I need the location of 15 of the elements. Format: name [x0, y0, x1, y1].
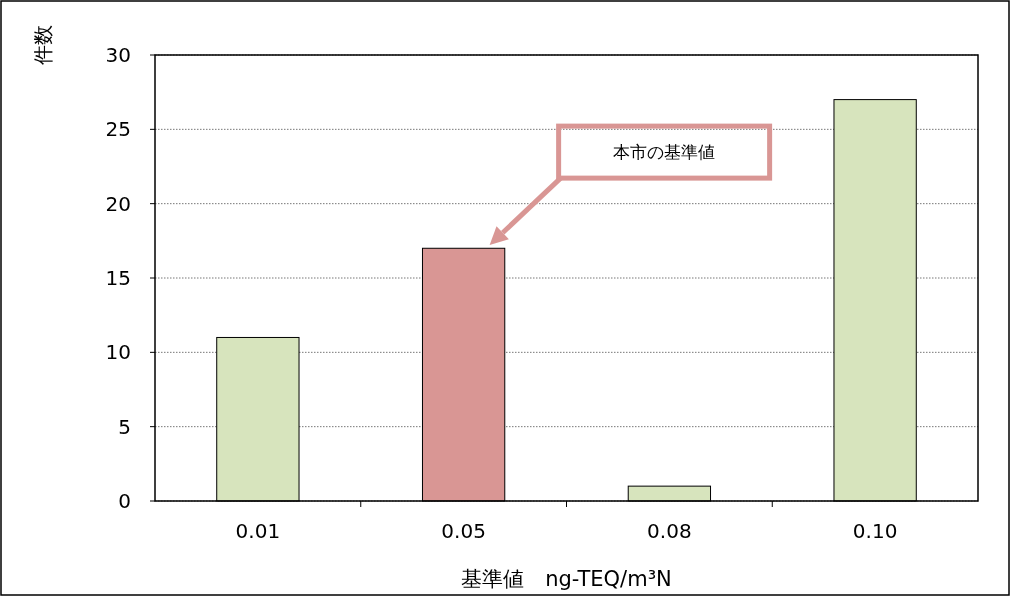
y-tick-label: 25 [105, 117, 131, 142]
x-tick-label: 0.10 [852, 519, 898, 543]
y-tick-label: 10 [105, 340, 131, 365]
x-tick-label: 0.05 [441, 519, 486, 543]
arrow-annotation: 本市の基準値 [489, 123, 773, 246]
y-tick-label: 20 [105, 191, 131, 216]
annotation: 本市の基準値 [612, 142, 715, 163]
x-tick-label: 0.01 [235, 519, 281, 543]
y-tick-label: 15 [105, 266, 131, 290]
x-tick-label: 0.08 [647, 519, 692, 543]
y-tick-label: 5 [118, 414, 131, 439]
y-axis-title: 件数 [31, 25, 55, 65]
y-tick-label: 0 [118, 489, 131, 513]
x-axis-title: 基準値 ng-TEQ/m³N [461, 567, 672, 591]
y-tick-label: 30 [105, 43, 131, 67]
